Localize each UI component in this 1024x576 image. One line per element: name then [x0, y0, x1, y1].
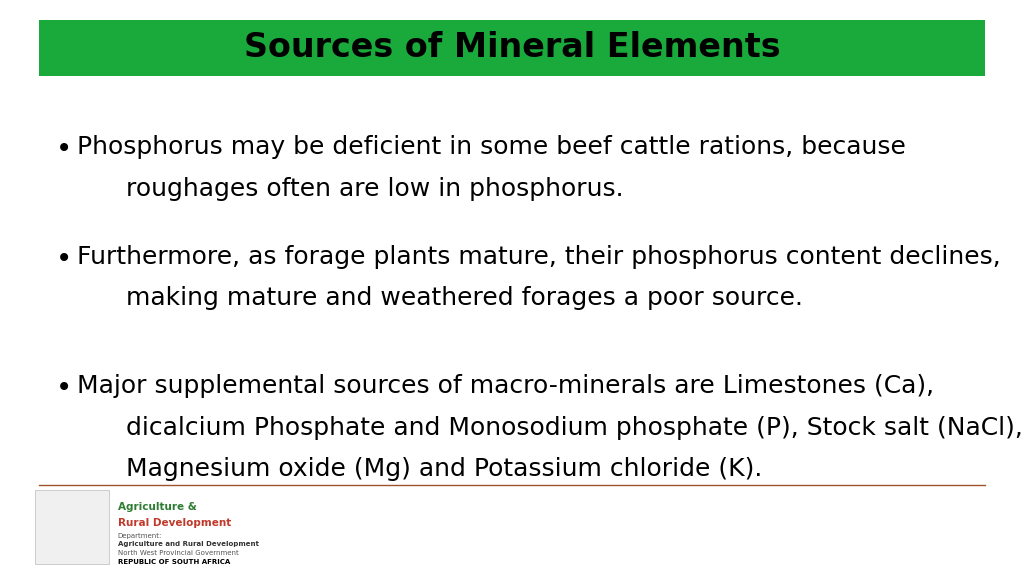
Text: Furthermore, as forage plants mature, their phosphorus content declines,: Furthermore, as forage plants mature, th…: [77, 245, 1000, 269]
Text: Phosphorus may be deficient in some beef cattle rations, because: Phosphorus may be deficient in some beef…: [77, 135, 905, 160]
Text: •: •: [56, 245, 73, 273]
Text: Sources of Mineral Elements: Sources of Mineral Elements: [244, 31, 780, 65]
Text: Rural Development: Rural Development: [118, 518, 231, 528]
Text: Major supplemental sources of macro-minerals are Limestones (Ca),: Major supplemental sources of macro-mine…: [77, 374, 934, 399]
Text: making mature and weathered forages a poor source.: making mature and weathered forages a po…: [126, 286, 803, 310]
FancyBboxPatch shape: [39, 20, 985, 76]
Text: Department:: Department:: [118, 533, 162, 539]
Text: Magnesium oxide (Mg) and Potassium chloride (K).: Magnesium oxide (Mg) and Potassium chlor…: [126, 457, 762, 482]
Text: •: •: [56, 135, 73, 164]
FancyBboxPatch shape: [35, 490, 109, 564]
Text: dicalcium Phosphate and Monosodium phosphate (P), Stock salt (NaCl),: dicalcium Phosphate and Monosodium phosp…: [126, 416, 1023, 440]
Text: North West Provincial Government: North West Provincial Government: [118, 550, 239, 555]
Text: Agriculture &: Agriculture &: [118, 502, 197, 512]
Text: REPUBLIC OF SOUTH AFRICA: REPUBLIC OF SOUTH AFRICA: [118, 559, 230, 564]
Text: roughages often are low in phosphorus.: roughages often are low in phosphorus.: [126, 177, 624, 201]
Text: Agriculture and Rural Development: Agriculture and Rural Development: [118, 541, 259, 547]
Text: •: •: [56, 374, 73, 403]
